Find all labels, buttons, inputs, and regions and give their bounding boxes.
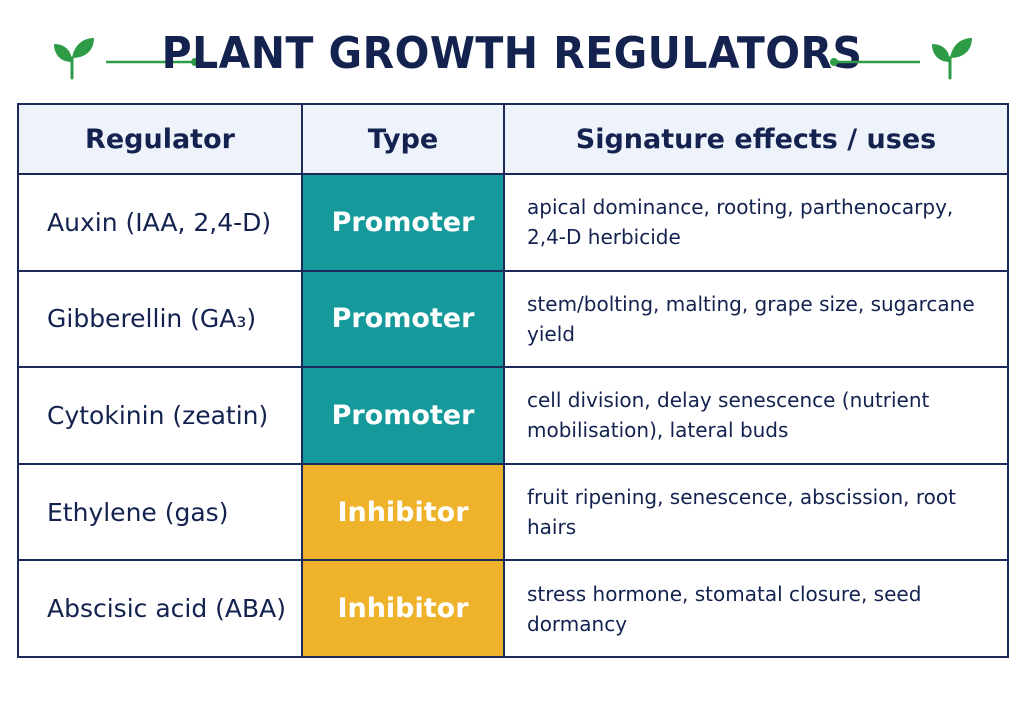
regulator-name: Cytokinin (zeatin) [17,366,303,465]
page-title: PLANT GROWTH REGULATORS [161,28,863,79]
effects-text: cell division, delay senescence (nutrien… [503,366,1009,465]
table-row: Ethylene (gas) Inhibitor fruit ripening,… [17,462,1009,562]
regulator-name: Abscisic acid (ABA) [17,559,303,658]
type-badge: Inhibitor [301,559,505,658]
type-badge: Promoter [301,173,505,272]
effects-text: stem/bolting, malting, grape size, sugar… [503,269,1009,369]
header-effects: Signature effects / uses [503,103,1009,175]
left-title-decoration [54,38,199,80]
leaf-sprout-icon [932,38,972,80]
table-row: Abscisic acid (ABA) Inhibitor stress hor… [17,559,1009,658]
effects-text: stress hormone, stomatal closure, seed d… [503,559,1009,658]
table-row: Auxin (IAA, 2,4-D) Promoter apical domin… [17,173,1009,272]
regulators-table: Regulator Type Signature effects / uses … [17,103,1009,658]
type-badge: Promoter [301,366,505,465]
header-regulator: Regulator [17,103,303,175]
table-header-row: Regulator Type Signature effects / uses [17,103,1009,175]
table-row: Cytokinin (zeatin) Promoter cell divisio… [17,366,1009,465]
effects-text: apical dominance, rooting, parthenocarpy… [503,173,1009,272]
type-badge: Promoter [301,269,505,369]
title-bar: PLANT GROWTH REGULATORS [0,22,1024,92]
regulator-name: Gibberellin (GA₃) [17,269,303,369]
leaf-sprout-icon [54,38,94,80]
right-title-decoration [830,38,972,80]
regulator-name: Auxin (IAA, 2,4-D) [17,173,303,272]
effects-text: fruit ripening, senescence, abscission, … [503,462,1009,562]
regulator-name: Ethylene (gas) [17,462,303,562]
table-row: Gibberellin (GA₃) Promoter stem/bolting,… [17,269,1009,369]
header-type: Type [301,103,505,175]
type-badge: Inhibitor [301,462,505,562]
